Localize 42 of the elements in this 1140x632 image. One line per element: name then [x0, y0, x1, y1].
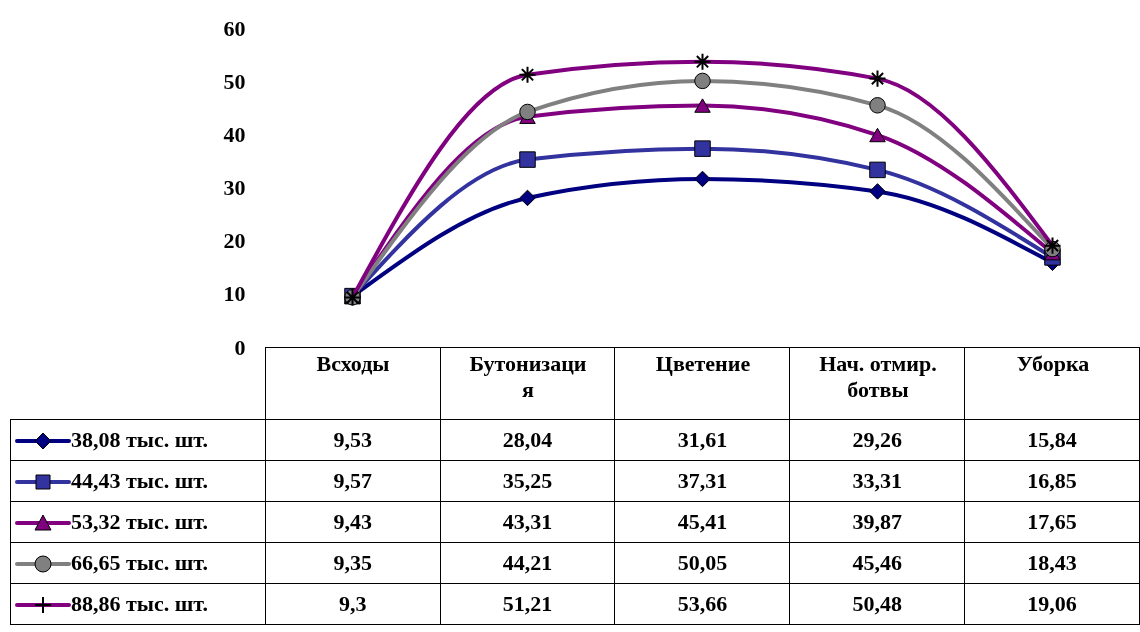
data-label: 15,84 [964, 419, 1140, 461]
legend-label: 38,08 тыс. шт. [71, 426, 208, 452]
x-tick-label: Бутонизация [469, 350, 587, 402]
data-label: 43,31 [440, 501, 615, 543]
data-label: 19,06 [964, 583, 1140, 625]
y-tick-label: 60 [223, 15, 246, 41]
x-tick-label: Уборка [1016, 350, 1090, 376]
y-tick-label: 0 [234, 334, 246, 360]
data-label: 28,04 [440, 419, 615, 461]
legend-label: 44,43 тыс. шт. [71, 467, 208, 493]
data-label: 31,61 [614, 419, 790, 461]
legend-label: 88,86 тыс. шт. [71, 590, 208, 616]
data-label: 9,57 [265, 460, 441, 502]
data-label: 33,31 [789, 460, 965, 502]
data-label: 50,05 [614, 542, 790, 584]
data-label: 50,48 [789, 583, 965, 625]
data-label: 44,21 [440, 542, 615, 584]
x-tick-label: Нач. отмир. ботвы [819, 350, 937, 402]
data-label: 39,87 [789, 501, 965, 543]
data-label: 53,66 [614, 583, 790, 625]
y-tick-label: 20 [223, 228, 246, 254]
data-label: 37,31 [614, 460, 790, 502]
data-label: 18,43 [964, 542, 1140, 584]
data-label: 35,25 [440, 460, 615, 502]
data-label: 29,26 [789, 419, 965, 461]
data-label: 9,3 [265, 583, 441, 625]
legend-label: 66,65 тыс. шт. [71, 549, 208, 575]
y-tick-label: 30 [223, 175, 246, 200]
data-label: 17,65 [964, 501, 1140, 543]
data-label: 9,53 [265, 419, 441, 461]
data-label: 45,46 [789, 542, 965, 584]
data-label: 45,41 [614, 501, 790, 543]
data-label: 51,21 [440, 583, 615, 625]
data-label: 9,35 [265, 542, 441, 584]
legend-label: 53,32 тыс. шт. [71, 508, 208, 534]
data-label: 16,85 [964, 460, 1140, 502]
x-tick-label: Цветение [655, 350, 751, 376]
y-tick-label: 10 [223, 281, 246, 307]
data-label: 9,43 [265, 501, 441, 543]
y-tick-label: 40 [223, 121, 246, 147]
y-tick-label: 50 [223, 68, 246, 94]
x-tick-label: Всходы [316, 350, 390, 376]
